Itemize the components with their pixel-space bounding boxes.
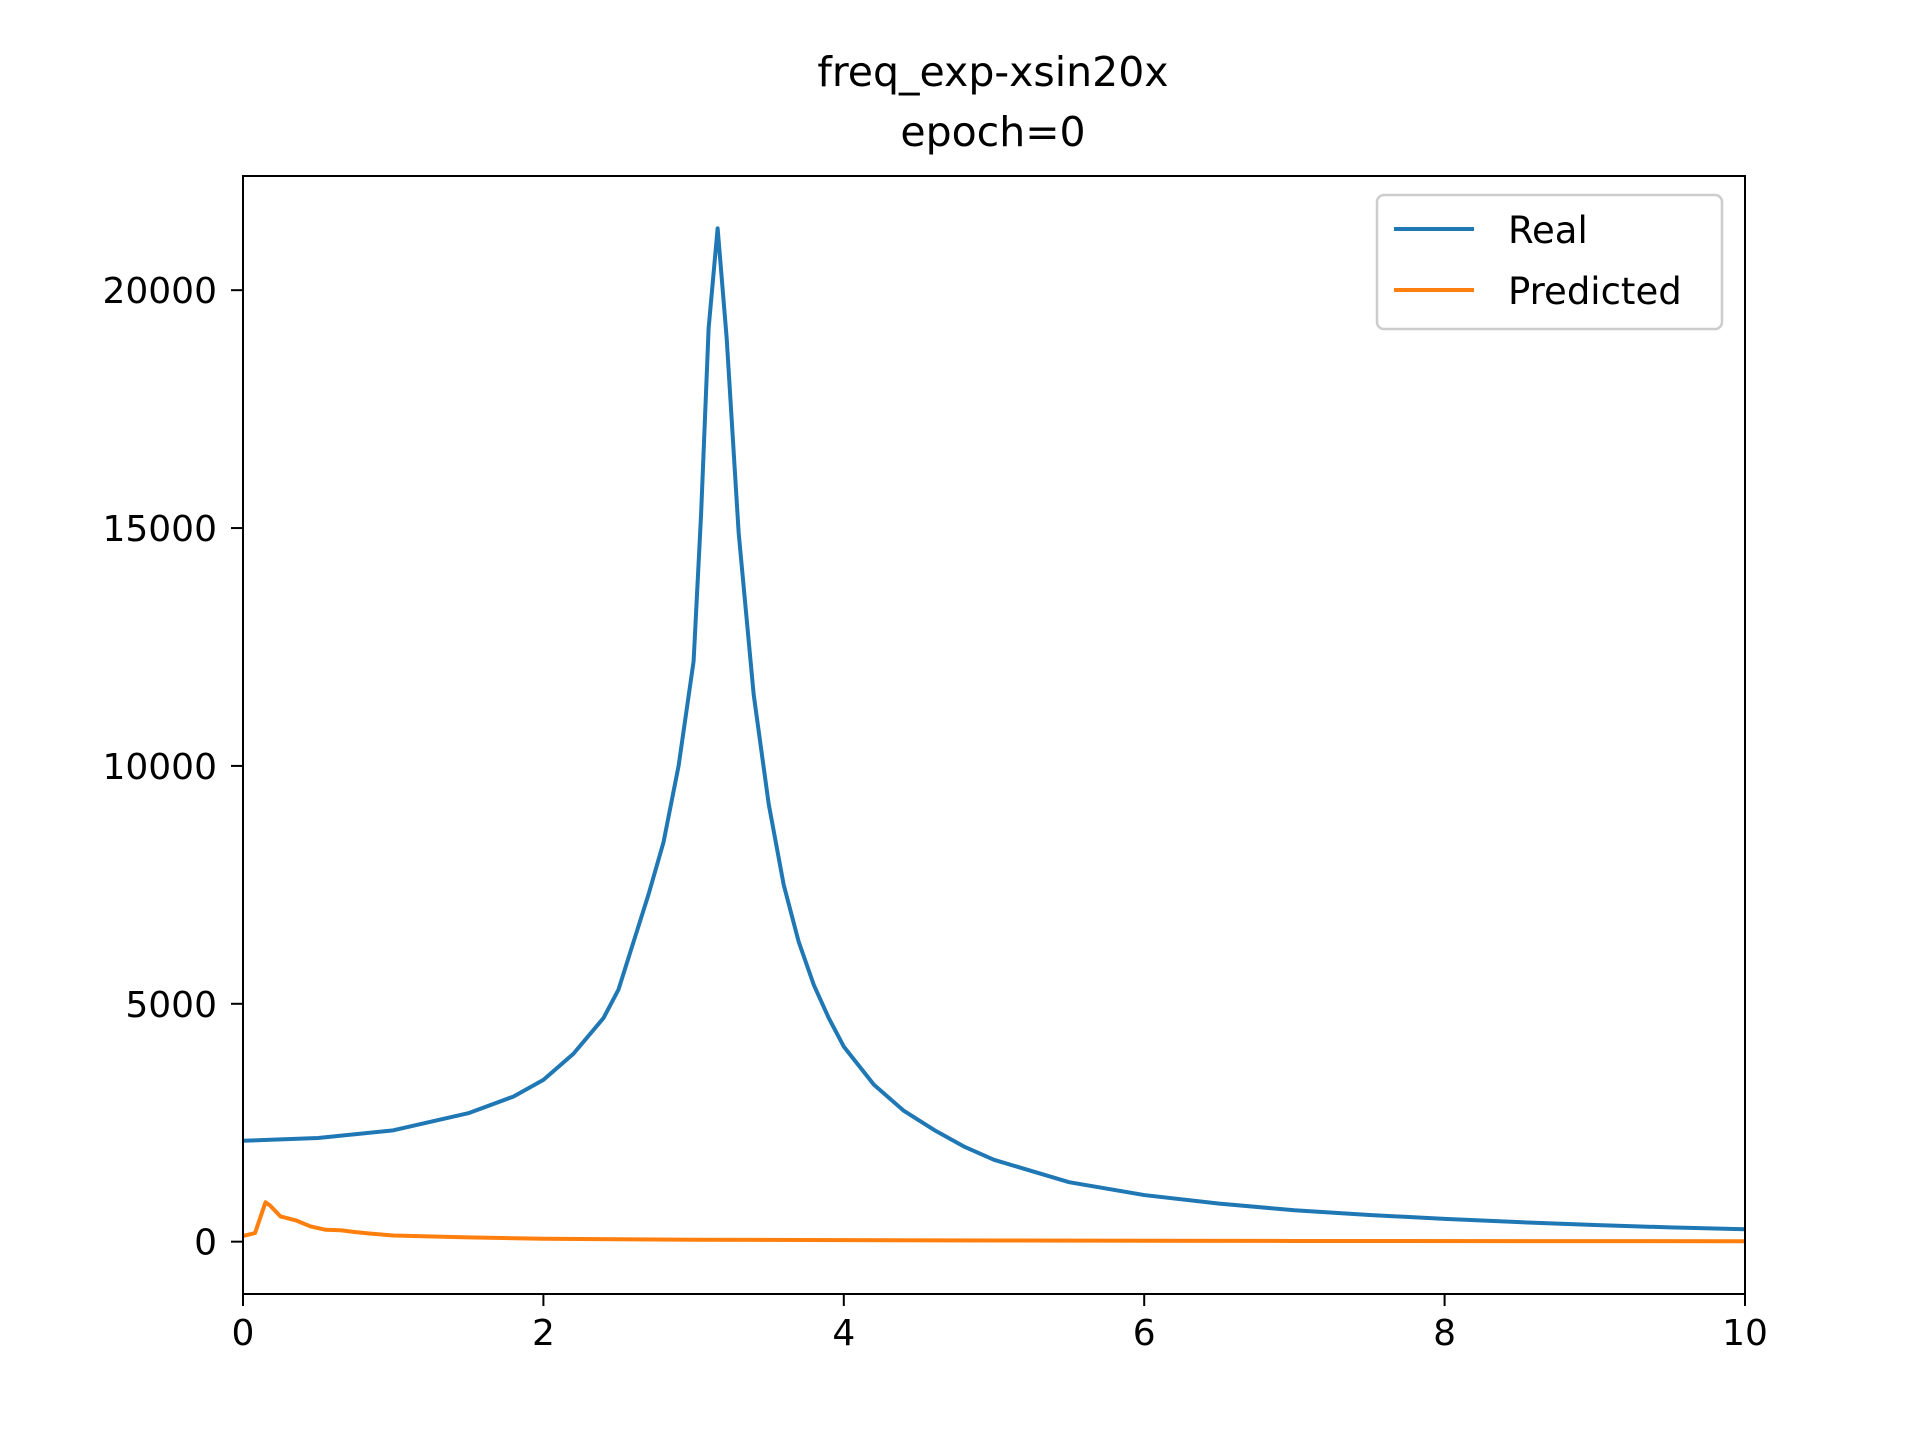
y-tick-label: 20000 bbox=[102, 271, 217, 312]
chart-title: freq_exp-xsin20x bbox=[817, 48, 1168, 96]
y-tick-label: 0 bbox=[194, 1223, 217, 1264]
series-line-real bbox=[243, 226, 1745, 1232]
y-tick-label: 5000 bbox=[125, 985, 217, 1026]
x-tick-label: 6 bbox=[1133, 1313, 1156, 1354]
chart-subtitle: epoch=0 bbox=[900, 108, 1085, 156]
y-tick-label: 10000 bbox=[102, 747, 217, 788]
x-tick-label: 4 bbox=[832, 1313, 855, 1354]
x-tick-label: 2 bbox=[532, 1313, 555, 1354]
y-tick-label: 15000 bbox=[102, 509, 217, 550]
legend: Real Predicted bbox=[1375, 193, 1724, 331]
legend-label-real: Real bbox=[1508, 209, 1588, 252]
series-line-predicted bbox=[243, 1200, 1745, 1244]
x-tick-label: 10 bbox=[1722, 1313, 1768, 1354]
axes: 0 2 4 6 8 10 0 5000 10000 15000 20000 bbox=[102, 175, 1768, 1354]
legend-label-predicted: Predicted bbox=[1508, 270, 1682, 313]
plot-area bbox=[243, 226, 1745, 1244]
x-tick-label: 0 bbox=[232, 1313, 255, 1354]
x-tick-label: 8 bbox=[1433, 1313, 1456, 1354]
plot-frame bbox=[242, 175, 1746, 1295]
